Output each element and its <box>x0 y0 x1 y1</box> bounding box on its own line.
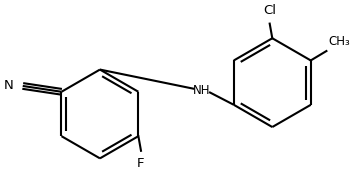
Text: F: F <box>137 157 145 170</box>
Text: NH: NH <box>193 84 211 97</box>
Text: N: N <box>4 79 13 93</box>
Text: Cl: Cl <box>263 4 276 17</box>
Text: CH₃: CH₃ <box>328 35 350 48</box>
